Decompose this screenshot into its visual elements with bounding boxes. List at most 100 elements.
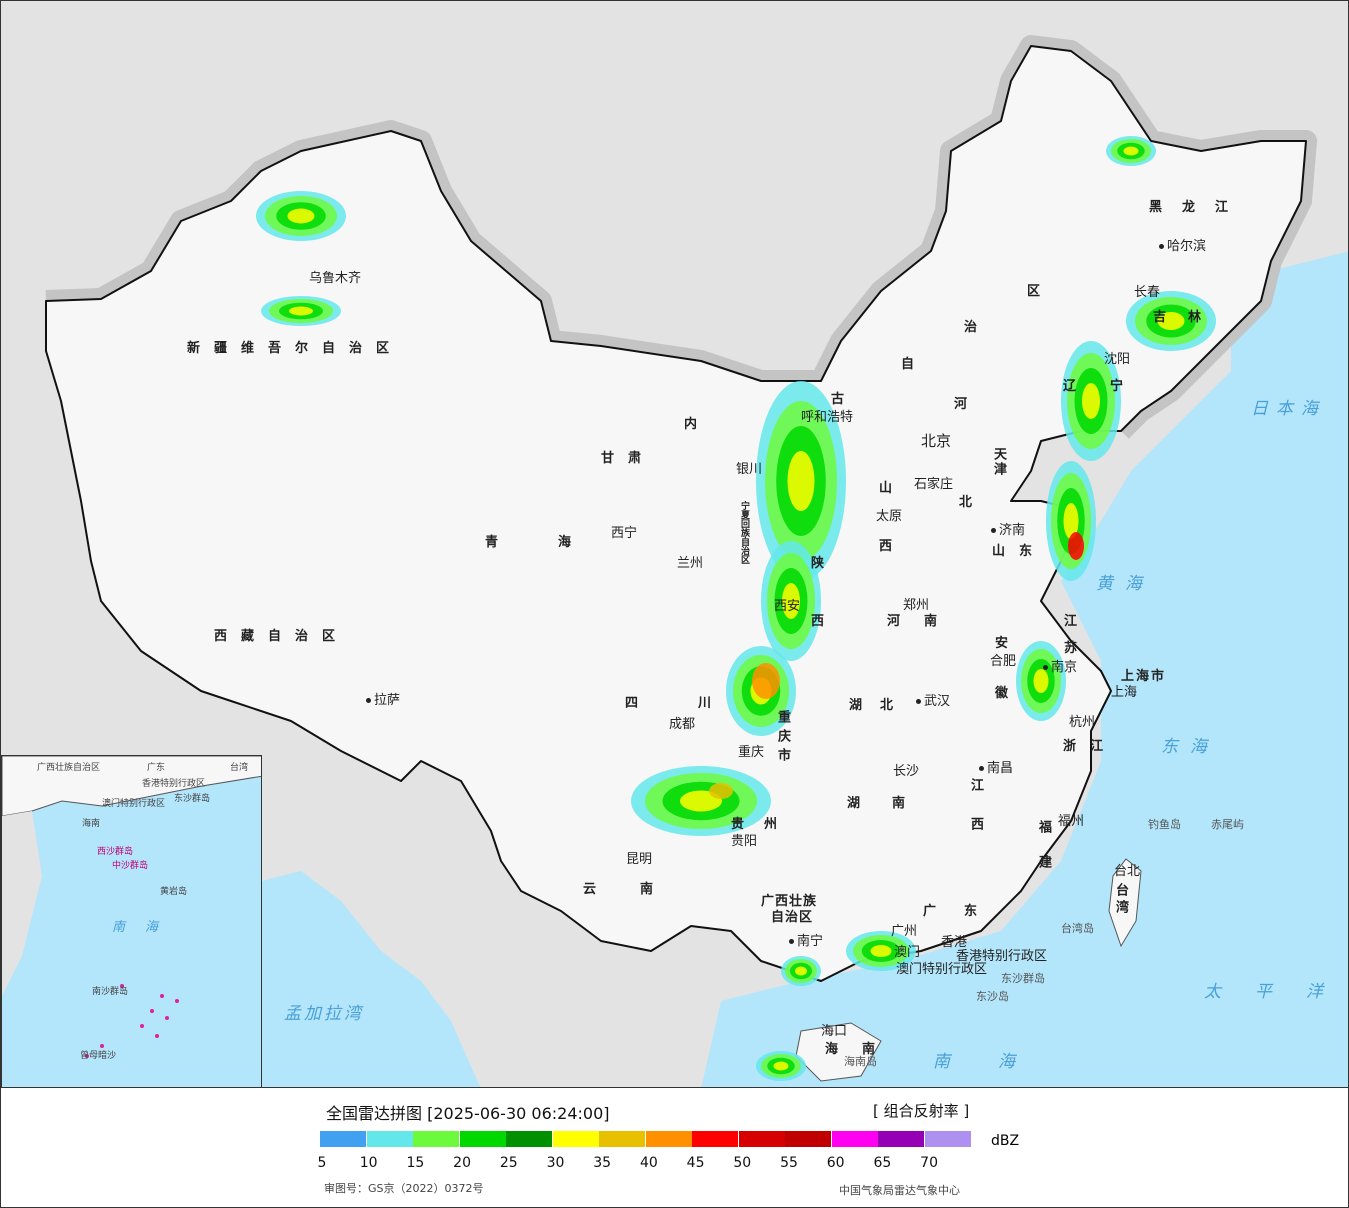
- inset-label: 西沙群岛: [97, 847, 134, 857]
- color-swatch: [692, 1131, 738, 1147]
- island-label: 海南岛: [844, 1055, 877, 1068]
- scale-tick: 10: [359, 1155, 378, 1171]
- scale-tick: 60: [826, 1155, 845, 1171]
- city-label: 台北: [1114, 864, 1141, 879]
- radar-echo: [1123, 146, 1139, 156]
- scale-tick: 35: [593, 1155, 612, 1171]
- product-name: [ 组合反射率 ]: [873, 1102, 970, 1120]
- island-label: 钓鱼岛: [1148, 818, 1181, 831]
- city-label: 香港: [941, 935, 968, 950]
- inset-label: 广东: [147, 763, 166, 773]
- city-label: 贵阳: [731, 834, 758, 849]
- color-swatch: [599, 1131, 645, 1147]
- province-label: 重庆市: [775, 710, 790, 767]
- color-scale: [320, 1131, 971, 1147]
- radar-echoes: [256, 136, 1216, 1081]
- province-label: 山: [879, 481, 907, 496]
- city-label: 太原: [876, 509, 903, 524]
- province-label: 河南: [887, 614, 962, 629]
- city-label: 南昌: [979, 762, 1013, 775]
- island-dot: [140, 1024, 144, 1028]
- province-label: 西: [811, 614, 839, 629]
- scale-tick: 15: [406, 1155, 425, 1171]
- province-label: 海南: [825, 1042, 900, 1057]
- city-label: 武汉: [916, 695, 950, 708]
- inset-label: 海南: [82, 819, 101, 829]
- inset-sea-label: 南海: [112, 920, 179, 935]
- province-label: 四: [625, 696, 653, 711]
- province-label: 天津: [991, 447, 1006, 477]
- province-label: 古: [831, 392, 859, 407]
- radar-echo: [795, 966, 807, 976]
- inset-label: 广西壮族自治区: [37, 763, 101, 773]
- city-label: 拉萨: [366, 694, 400, 707]
- island-dot: [85, 1054, 89, 1058]
- province-label: 河: [954, 397, 982, 412]
- city-label: 长春: [1134, 285, 1161, 300]
- city-label: 昆明: [626, 852, 653, 867]
- color-swatch: [878, 1131, 924, 1147]
- china-mainland: [45, 45, 1307, 982]
- island-dot: [165, 1016, 169, 1020]
- province-label: 自治区: [771, 910, 814, 925]
- island-label: 东沙岛: [976, 990, 1009, 1003]
- scale-tick: 25: [499, 1155, 518, 1171]
- scale-tick: 30: [546, 1155, 565, 1171]
- sea-label: 黄海: [1096, 574, 1154, 594]
- source-label: 中国气象局雷达气象中心: [839, 1184, 960, 1197]
- province-label: 福建: [1036, 820, 1051, 890]
- legend-panel: 全国雷达拼图 [2025-06-30 06:24:00] [ 组合反射率 ] 5…: [0, 1088, 1349, 1208]
- province-label: 上海市: [1121, 669, 1167, 684]
- city-label: 银川: [736, 462, 763, 477]
- province-label: 辽宁: [1063, 379, 1158, 394]
- province-label: 湖南: [847, 796, 938, 811]
- city-label: 长沙: [893, 764, 920, 779]
- south-china-sea-inset: 广西壮族自治区 广东 香港特别行政区 澳门特别行政区 台湾 海南 东沙群岛 西沙…: [1, 755, 262, 1087]
- unit-label: dBZ: [991, 1133, 1020, 1149]
- province-label: 安: [995, 636, 1023, 651]
- province-label: 甘肃: [601, 451, 656, 466]
- city-label: 上海: [1111, 685, 1138, 700]
- radar-echo: [1063, 503, 1079, 539]
- sea-label: 日本海: [1251, 399, 1326, 419]
- city-label: 济南: [991, 524, 1025, 537]
- province-label: 内: [684, 417, 712, 432]
- city-label: 沈阳: [1104, 352, 1131, 367]
- city-label: 兰州: [677, 556, 704, 571]
- scale-tick: 40: [639, 1155, 658, 1171]
- color-swatch: [459, 1131, 506, 1147]
- city-label: 乌鲁木齐: [309, 271, 362, 286]
- color-swatch: [413, 1131, 459, 1147]
- scale-tick: 55: [780, 1155, 798, 1171]
- radar-echo: [1033, 669, 1049, 693]
- sea-bengal: [262, 871, 481, 1087]
- province-label: 山东: [992, 544, 1047, 559]
- province-label: 湖北: [849, 698, 912, 713]
- city-label: 南京: [1043, 661, 1077, 674]
- radar-echo: [1068, 532, 1084, 560]
- province-label: 西: [879, 539, 907, 554]
- sea-label: 东海: [1161, 737, 1219, 757]
- province-label: 广西壮族: [761, 894, 818, 909]
- city-label: 海口: [821, 1024, 848, 1039]
- scale-tick: 50: [733, 1155, 752, 1171]
- region-label: 澳门特别行政区: [896, 962, 988, 977]
- radar-echo: [1082, 383, 1100, 419]
- province-label: 台湾: [1113, 883, 1128, 917]
- island-label: 台湾岛: [1061, 922, 1094, 935]
- city-label: 成都: [669, 717, 696, 732]
- province-label: 贵州: [731, 817, 798, 832]
- inset-label: 澳门特别行政区: [102, 799, 166, 809]
- island-dot: [175, 999, 179, 1003]
- province-label: 区: [1027, 284, 1055, 299]
- color-swatch: [924, 1131, 971, 1147]
- province-label: 广东: [923, 904, 1006, 919]
- city-label: 杭州: [1069, 715, 1096, 730]
- color-swatch: [320, 1131, 366, 1147]
- inset-label: 曾母暗沙: [80, 1051, 117, 1061]
- radar-echo: [289, 306, 313, 316]
- city-label: 合肥: [990, 654, 1017, 669]
- radar-echo: [773, 1061, 789, 1071]
- island-dot: [160, 994, 164, 998]
- scale-tick: 65: [873, 1155, 892, 1171]
